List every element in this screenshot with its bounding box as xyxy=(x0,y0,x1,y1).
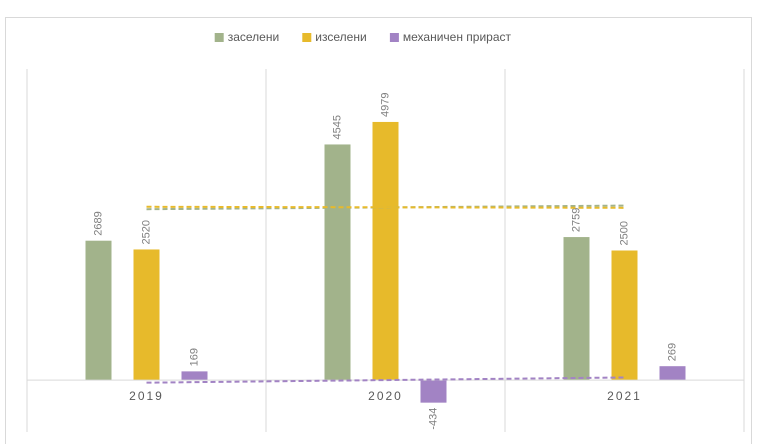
legend-swatch xyxy=(389,33,399,42)
x-tick-label: 2020 xyxy=(368,389,403,403)
bar xyxy=(324,144,351,381)
legend-swatch xyxy=(214,33,224,42)
legend-swatch xyxy=(302,33,312,42)
legend-label: изселени xyxy=(315,30,366,44)
x-tick-label: 2019 xyxy=(129,389,164,403)
data-label: 2689 xyxy=(92,211,104,235)
data-label: 169 xyxy=(188,348,200,366)
data-label: 4979 xyxy=(379,92,391,116)
data-label: 2520 xyxy=(140,220,152,244)
data-label: 2500 xyxy=(618,221,630,245)
legend-label: заселени xyxy=(228,30,279,44)
bar xyxy=(85,240,112,381)
bar xyxy=(420,380,447,403)
data-label: 2759 xyxy=(570,208,582,232)
legend-label: механичен прираст xyxy=(403,30,512,44)
bar xyxy=(563,237,590,381)
bar xyxy=(181,371,208,381)
data-label: 4545 xyxy=(331,115,343,139)
data-label: -434 xyxy=(427,408,439,430)
bar xyxy=(659,366,686,381)
bar xyxy=(372,121,399,381)
data-label: 269 xyxy=(666,343,678,361)
bar xyxy=(133,249,160,381)
bar xyxy=(611,250,638,381)
x-tick-label: 2021 xyxy=(607,389,642,403)
